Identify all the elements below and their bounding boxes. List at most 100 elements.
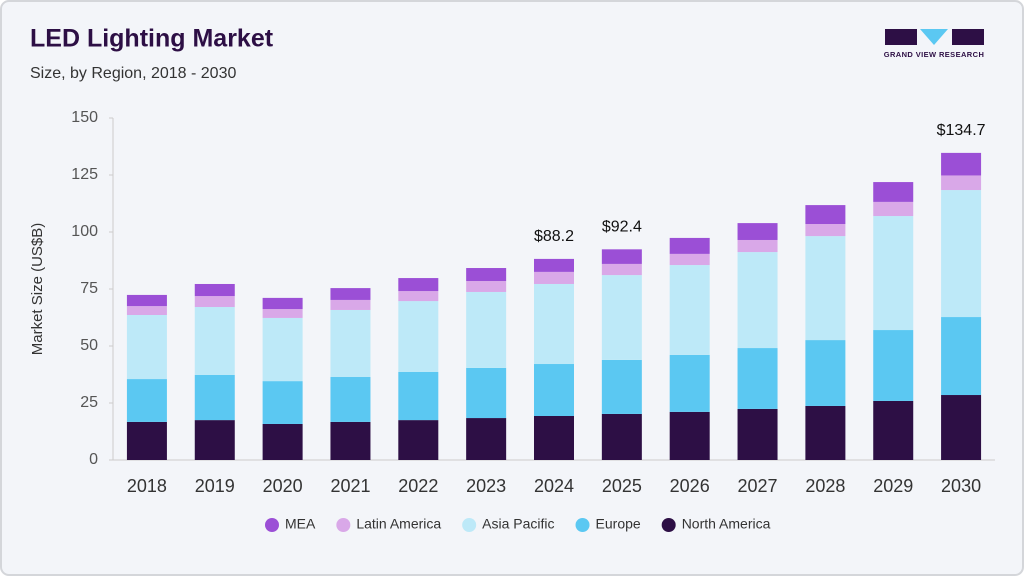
y-tick-label: 25: [80, 394, 98, 411]
y-axis-label: Market Size (US$B): [29, 223, 46, 356]
logo-block: [952, 29, 984, 45]
bar-segment: [534, 258, 574, 272]
legend-swatch: [265, 518, 279, 532]
bar-segment: [737, 223, 778, 240]
bar-segment: [534, 283, 574, 365]
bar-segment: [262, 381, 303, 424]
bar-segment: [805, 205, 846, 225]
x-tick-label: 2030: [941, 476, 981, 496]
legend-label: MEA: [285, 516, 316, 532]
bar-segment: [669, 411, 710, 460]
x-tick-label: 2024: [534, 476, 574, 496]
bar-segment: [941, 190, 982, 318]
legend-swatch: [462, 518, 477, 532]
bar-segment: [534, 415, 574, 460]
bar-segment: [466, 291, 507, 368]
logo-block: [885, 29, 917, 45]
x-tick-label: 2025: [602, 476, 642, 496]
y-tick-label: 0: [89, 451, 98, 468]
bar-segment: [737, 408, 778, 460]
bar-segment: [194, 296, 235, 308]
x-tick-label: 2026: [670, 476, 710, 496]
legend-label: North America: [682, 516, 771, 532]
bar-segment: [466, 367, 507, 419]
bar-segment: [669, 253, 710, 266]
chart-title: LED Lighting Market: [30, 25, 274, 53]
bar-segment: [126, 314, 167, 380]
bar-segment: [398, 278, 439, 292]
bar-segment: [873, 182, 914, 202]
bar-segment: [330, 299, 371, 310]
bar-segment: [941, 152, 982, 176]
legend-swatch: [661, 518, 676, 532]
bar-segment: [805, 236, 846, 341]
bar-segment: [805, 340, 846, 406]
legend-swatch: [575, 518, 590, 532]
bar-segment: [398, 371, 439, 421]
bar-segment: [601, 249, 642, 264]
bar-segment: [873, 201, 914, 217]
bar-segment: [330, 309, 371, 378]
bar-segment: [805, 224, 846, 237]
bar-segment: [941, 317, 982, 396]
bar-segment: [262, 423, 303, 460]
x-tick-label: 2021: [330, 476, 370, 496]
logo: GRAND VIEW RESEARCH: [884, 29, 985, 59]
bar-segment: [398, 420, 439, 460]
bar-segment: [194, 374, 235, 421]
x-tick-label: 2029: [873, 476, 913, 496]
bar-segment: [669, 237, 710, 254]
logo-text: GRAND VIEW RESEARCH: [884, 50, 985, 59]
bar-segment: [262, 317, 303, 382]
bar-segment: [330, 421, 371, 460]
bar-segment: [398, 301, 439, 372]
total-label: $92.4: [602, 219, 642, 236]
bar-segment: [737, 239, 778, 253]
y-tick-label: 150: [71, 109, 98, 126]
x-tick-label: 2019: [195, 476, 235, 496]
y-tick-label: 50: [80, 337, 98, 354]
bar-segment: [262, 297, 303, 310]
bar-segment: [669, 265, 710, 355]
bar-segment: [126, 294, 167, 307]
x-tick-label: 2027: [738, 476, 778, 496]
bar-segment: [466, 281, 507, 292]
bar-segment: [601, 413, 642, 460]
x-tick-label: 2018: [127, 476, 167, 496]
bar-segment: [601, 275, 642, 360]
chart-subtitle: Size, by Region, 2018 - 2030: [30, 65, 236, 82]
bar-segment: [534, 271, 574, 284]
bar-segment: [737, 348, 778, 409]
x-tick-label: 2020: [263, 476, 303, 496]
bar-segment: [873, 330, 914, 401]
bar-segment: [330, 288, 371, 300]
bar-segment: [601, 263, 642, 276]
y-tick-label: 100: [71, 223, 98, 240]
bar-segment: [737, 252, 778, 349]
bar-segment: [330, 377, 371, 422]
legend-label: Asia Pacific: [482, 516, 554, 532]
x-tick-label: 2028: [805, 476, 845, 496]
bar-segment: [194, 420, 235, 460]
x-tick-label: 2023: [466, 476, 506, 496]
bar-segment: [805, 405, 846, 460]
logo-mark: [920, 29, 948, 45]
bar-segment: [534, 364, 574, 416]
bar-segment: [941, 175, 982, 191]
bar-segment: [601, 359, 642, 414]
legend-label: Latin America: [356, 516, 441, 532]
bar-segment: [873, 216, 914, 331]
x-tick-label: 2022: [398, 476, 438, 496]
bar-segment: [262, 309, 303, 318]
bar-segment: [398, 291, 439, 302]
bar-segment: [194, 307, 235, 375]
bar-segment: [126, 306, 167, 315]
bar-segment: [126, 379, 167, 422]
y-tick-label: 75: [80, 280, 98, 297]
total-label: $88.2: [534, 228, 574, 245]
bar-segment: [669, 354, 710, 412]
bar-segment: [126, 421, 167, 460]
bar-segment: [466, 418, 507, 460]
total-label: $134.7: [937, 122, 986, 139]
